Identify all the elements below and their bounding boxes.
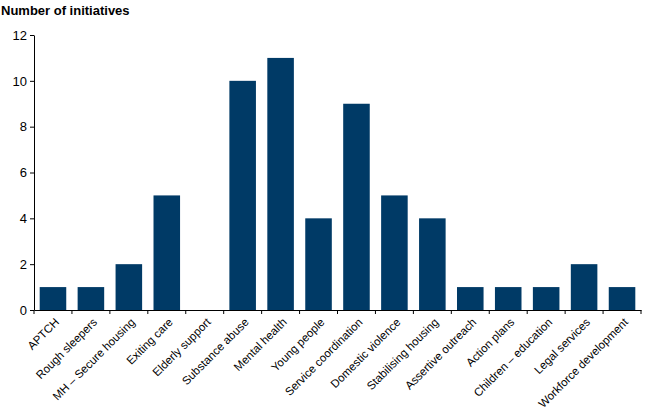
bar <box>78 287 105 310</box>
y-tick-mark <box>30 218 34 219</box>
bar <box>305 218 332 310</box>
category-divider <box>185 310 186 314</box>
y-axis-line <box>34 36 35 311</box>
chart: 0 2 4 6 8 10 12 APTCHRough sleepersMH – Secure … <box>0 0 651 410</box>
bar <box>40 287 67 310</box>
bar <box>609 287 636 310</box>
x-tick-label: Domestic violence <box>328 316 402 390</box>
category-divider <box>299 310 300 314</box>
y-tick-label: 0 <box>20 303 27 318</box>
y-tick: 8 <box>20 119 34 134</box>
y-tick-label: 12 <box>13 28 27 43</box>
x-tick: Workforce development <box>536 310 631 410</box>
x-tick-label: Substance abuse <box>180 316 251 387</box>
bar <box>191 310 218 311</box>
bar <box>267 58 294 310</box>
y-axis-title: Number of initiatives <box>1 3 130 18</box>
category-divider <box>451 310 452 314</box>
bar <box>381 195 408 310</box>
y-tick-mark <box>30 310 34 311</box>
bar <box>154 195 181 310</box>
category-divider <box>603 310 604 314</box>
x-tick-label: Assertive outreach <box>403 316 479 392</box>
y-tick-label: 10 <box>13 73 27 88</box>
bar <box>343 104 370 310</box>
x-tick: APTCH <box>25 310 61 352</box>
y-axis: 0 2 4 6 8 10 12 <box>13 28 35 318</box>
x-tick: Assertive outreach <box>403 310 479 392</box>
category-divider <box>413 310 414 314</box>
category-divider <box>147 310 148 314</box>
y-tick-mark <box>30 127 34 128</box>
y-tick-label: 2 <box>20 257 27 272</box>
category-dividers <box>34 310 641 314</box>
y-tick-label: 6 <box>20 165 27 180</box>
x-tick-label: Stabilising housing <box>364 316 440 392</box>
category-divider <box>261 310 262 314</box>
category-divider <box>641 310 642 314</box>
x-tick: Domestic violence <box>328 310 402 390</box>
bar <box>116 264 143 310</box>
category-divider <box>375 310 376 314</box>
x-axis: APTCHRough sleepersMH – Secure housingEx… <box>25 310 641 410</box>
x-tick: MH – Secure housing <box>50 310 137 402</box>
y-tick-mark <box>30 81 34 82</box>
y-tick: 0 <box>20 303 34 318</box>
x-tick: Substance abuse <box>180 310 251 387</box>
category-divider <box>109 310 110 314</box>
y-tick-label: 4 <box>20 211 27 226</box>
category-divider <box>337 310 338 314</box>
y-tick-mark <box>30 264 34 265</box>
category-divider <box>527 310 528 314</box>
x-tick-label: APTCH <box>25 316 61 352</box>
bar <box>457 287 484 310</box>
bar <box>229 81 256 310</box>
bars <box>40 58 636 310</box>
bar <box>533 287 560 310</box>
y-tick: 6 <box>20 165 34 180</box>
y-tick-label: 8 <box>20 119 27 134</box>
x-tick-label: Workforce development <box>536 315 631 410</box>
category-divider <box>71 310 72 314</box>
x-tick: Children – education <box>471 310 554 399</box>
bar <box>419 218 446 310</box>
y-tick: 4 <box>20 211 34 226</box>
x-tick: Service coordination <box>283 310 365 398</box>
category-divider <box>223 310 224 314</box>
y-tick: 10 <box>13 73 34 88</box>
y-tick-mark <box>30 35 34 36</box>
bar <box>571 264 598 310</box>
y-tick-mark <box>30 173 34 174</box>
bar <box>495 287 522 310</box>
category-divider <box>565 310 566 314</box>
category-divider <box>489 310 490 314</box>
y-tick: 2 <box>20 257 34 272</box>
category-divider <box>34 310 35 314</box>
x-tick: Stabilising housing <box>364 310 440 392</box>
y-tick: 12 <box>13 28 34 43</box>
